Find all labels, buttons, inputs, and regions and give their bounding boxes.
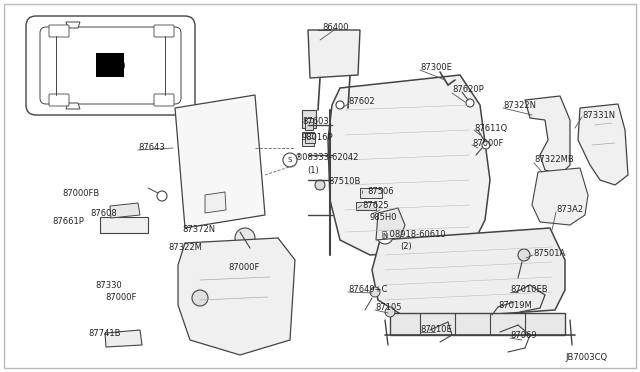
Text: 87000F: 87000F (228, 263, 259, 272)
Circle shape (370, 287, 380, 297)
Polygon shape (178, 238, 295, 355)
Circle shape (157, 191, 167, 201)
Bar (302, 132, 314, 146)
Text: 87741B: 87741B (88, 328, 120, 337)
Text: 87322MB: 87322MB (534, 155, 573, 164)
Text: 87000FB: 87000FB (62, 189, 99, 198)
Polygon shape (372, 228, 565, 320)
Polygon shape (66, 103, 80, 109)
Text: 86400: 86400 (322, 23, 349, 32)
Text: 87643: 87643 (138, 144, 164, 153)
Circle shape (377, 228, 393, 244)
Text: 87506: 87506 (367, 187, 394, 196)
Text: 87611Q: 87611Q (474, 124, 508, 132)
Polygon shape (578, 104, 628, 185)
Circle shape (192, 290, 208, 306)
Text: JB7003CQ: JB7003CQ (565, 353, 607, 362)
FancyBboxPatch shape (49, 94, 69, 106)
Polygon shape (66, 22, 80, 28)
Text: 873A2: 873A2 (556, 205, 583, 215)
Text: (2): (2) (400, 241, 412, 250)
Text: 87330: 87330 (95, 280, 122, 289)
Circle shape (336, 101, 344, 109)
Text: 87322M: 87322M (168, 243, 202, 251)
Text: N: N (382, 233, 388, 239)
FancyBboxPatch shape (26, 16, 195, 115)
Text: 87010E: 87010E (420, 326, 452, 334)
Circle shape (235, 228, 255, 248)
Bar (305, 118, 313, 130)
Polygon shape (205, 192, 226, 213)
Polygon shape (105, 330, 142, 347)
Bar (96, 53, 124, 77)
Text: 87661P: 87661P (52, 218, 84, 227)
Circle shape (482, 141, 490, 149)
Text: 87322N: 87322N (503, 100, 536, 109)
Text: 87603: 87603 (302, 118, 329, 126)
Circle shape (283, 153, 297, 167)
Text: 87331N: 87331N (582, 110, 615, 119)
Text: 87000F: 87000F (472, 138, 504, 148)
Text: 985H0: 985H0 (370, 214, 397, 222)
Text: 87300E: 87300E (420, 64, 452, 73)
Text: 87649+C: 87649+C (348, 285, 387, 295)
Text: 87105: 87105 (375, 304, 401, 312)
FancyBboxPatch shape (154, 25, 174, 37)
Polygon shape (175, 95, 265, 228)
Text: ®08333-62042: ®08333-62042 (295, 154, 360, 163)
Polygon shape (525, 96, 570, 175)
Text: 87019M: 87019M (498, 301, 532, 310)
Text: S: S (288, 157, 292, 163)
Circle shape (315, 180, 325, 190)
Text: 87620P: 87620P (452, 86, 484, 94)
Text: 87000F: 87000F (105, 294, 136, 302)
Polygon shape (532, 168, 588, 225)
Bar (100, 217, 148, 233)
Bar (356, 202, 376, 210)
Bar (390, 313, 565, 335)
Bar (360, 188, 382, 198)
Text: 87501A: 87501A (533, 248, 565, 257)
Text: 87069: 87069 (510, 330, 536, 340)
Text: 87602: 87602 (348, 97, 374, 106)
Text: Ⓝ 08918-60610: Ⓝ 08918-60610 (382, 230, 445, 238)
Bar (305, 133, 315, 143)
Circle shape (518, 249, 530, 261)
FancyBboxPatch shape (49, 25, 69, 37)
Polygon shape (110, 203, 140, 218)
Circle shape (385, 307, 395, 317)
Text: 98016P: 98016P (302, 132, 333, 141)
Text: 87625: 87625 (362, 201, 388, 209)
Text: 87608: 87608 (90, 208, 116, 218)
Bar (302, 110, 316, 128)
Polygon shape (376, 208, 405, 240)
Text: 87010EB: 87010EB (510, 285, 548, 295)
Polygon shape (308, 30, 360, 78)
FancyBboxPatch shape (154, 94, 174, 106)
Text: (1): (1) (307, 166, 319, 174)
Circle shape (466, 99, 474, 107)
Text: 87372N: 87372N (182, 225, 215, 234)
Polygon shape (328, 75, 490, 255)
Text: 87510B: 87510B (328, 177, 360, 186)
